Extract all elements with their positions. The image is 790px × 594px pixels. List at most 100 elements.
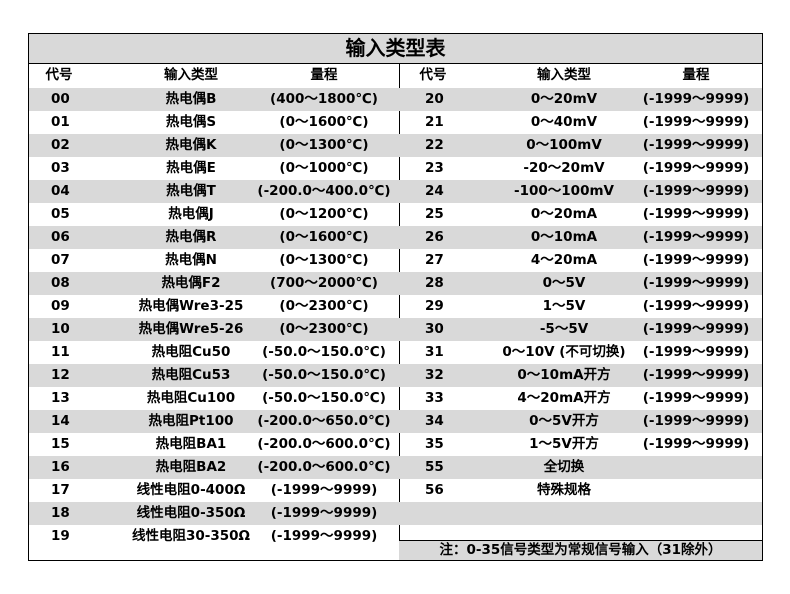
- row-code: 18: [51, 505, 70, 521]
- row-type: 0～10mA: [530, 229, 598, 245]
- row-code: 10: [51, 321, 70, 337]
- row-code: 21: [425, 114, 444, 130]
- table-row: 31 0～10V (不可切换) (-1999～9999): [399, 341, 762, 364]
- row-range: (-1999～9999): [642, 229, 750, 245]
- row-range: (-1999～9999): [642, 91, 750, 107]
- row-type: 全切换: [543, 459, 585, 475]
- table-row: 18 线性电阻0-350Ω (-1999～9999): [29, 502, 399, 525]
- table-row: 07 热电偶N (0～1300℃): [29, 249, 399, 272]
- header-type: 输入类型: [537, 67, 591, 83]
- row-range: (0～1600℃): [279, 114, 369, 130]
- row-type: 热电阻Cu50: [151, 344, 231, 360]
- row-range: (0～2300℃): [279, 321, 369, 337]
- table-row: 35 1～5V开方 (-1999～9999): [399, 433, 762, 456]
- table-row: 14 热电阻Pt100 (-200.0～650.0℃): [29, 410, 399, 433]
- row-type: 热电阻Pt100: [148, 413, 234, 429]
- table-row: 09 热电偶Wre3-25 (0～2300℃): [29, 295, 399, 318]
- row-type: 热电阻BA2: [155, 459, 227, 475]
- table-title: 输入类型表: [29, 34, 762, 64]
- row-code: 07: [51, 252, 70, 268]
- row-range: (0～1300℃): [279, 252, 369, 268]
- row-code: 20: [425, 91, 444, 107]
- table-row: 16 热电阻BA2 (-200.0～600.0℃): [29, 456, 399, 479]
- row-type: -100～100mV: [514, 183, 614, 199]
- row-code: 19: [51, 528, 70, 544]
- row-code: 22: [425, 137, 444, 153]
- row-type: 线性电阻0-350Ω: [136, 505, 246, 521]
- table-row: 03 热电偶E (0～1000℃): [29, 157, 399, 180]
- table-row: [399, 502, 762, 525]
- header-range: 量程: [682, 67, 710, 83]
- row-code: 28: [425, 275, 444, 291]
- row-type: 0～20mV: [530, 91, 598, 107]
- row-type: 4～20mA开方: [517, 390, 611, 406]
- table-row: 55 全切换: [399, 456, 762, 479]
- row-type: 0～100mV: [526, 137, 602, 153]
- row-code: 25: [425, 206, 444, 222]
- row-code: 32: [425, 367, 444, 383]
- table-row: 17 线性电阻0-400Ω (-1999～9999): [29, 479, 399, 502]
- row-range: (-1999～9999): [642, 252, 750, 268]
- row-code: 00: [51, 91, 70, 107]
- row-code: 31: [425, 344, 444, 360]
- row-code: 15: [51, 436, 70, 452]
- row-type: 热电阻BA1: [155, 436, 227, 452]
- row-code: 04: [51, 183, 70, 199]
- row-range: (-1999～9999): [642, 436, 750, 452]
- left-half: 代号 输入类型 量程 00 热电偶B (400～1800℃) 01 热电偶S (0～1600℃)…: [29, 63, 400, 560]
- row-range: (0～1600℃): [279, 229, 369, 245]
- table-row: 27 4～20mA (-1999～9999): [399, 249, 762, 272]
- row-code: 11: [51, 344, 70, 360]
- row-range: (-1999～9999): [642, 390, 750, 406]
- table-row: 00 热电偶B (400～1800℃): [29, 88, 399, 111]
- row-range: (-50.0～150.0℃): [262, 344, 386, 360]
- row-range: (-1999～9999): [642, 206, 750, 222]
- table-row: 25 0～20mA (-1999～9999): [399, 203, 762, 226]
- row-code: 27: [425, 252, 444, 268]
- row-type: 热电偶Wre3-25: [138, 298, 244, 314]
- row-code: 29: [425, 298, 444, 314]
- row-range: (-1999～9999): [270, 482, 378, 498]
- row-type: 1～5V开方: [529, 436, 599, 452]
- table-row: 21 0～40mV (-1999～9999): [399, 111, 762, 134]
- row-type: -5～5V: [539, 321, 589, 337]
- table-row: 01 热电偶S (0～1600℃): [29, 111, 399, 134]
- row-range: (-1999～9999): [642, 367, 750, 383]
- row-range: (700～2000℃): [270, 275, 378, 291]
- header-row: 代号 输入类型 量程: [399, 63, 762, 88]
- row-code: 03: [51, 160, 70, 176]
- table-row: 10 热电偶Wre5-26 (0～2300℃): [29, 318, 399, 341]
- row-type: 1～5V: [542, 298, 586, 314]
- row-range: (-200.0～600.0℃): [257, 459, 391, 475]
- table-row: 24 -100～100mV (-1999～9999): [399, 180, 762, 203]
- table-row: 06 热电偶R (0～1600℃): [29, 226, 399, 249]
- row-range: (-1999～9999): [642, 298, 750, 314]
- row-type: 0～5V开方: [529, 413, 599, 429]
- input-type-table: 输入类型表 代号 输入类型 量程 00 热电偶B (400～1800℃) 01 热电偶S (0～…: [28, 33, 763, 561]
- table-row: 08 热电偶F2 (700～2000℃): [29, 272, 399, 295]
- row-type: 0～40mV: [530, 114, 598, 130]
- row-type: 热电阻Cu53: [151, 367, 231, 383]
- row-code: 14: [51, 413, 70, 429]
- table-row: 30 -5～5V (-1999～9999): [399, 318, 762, 341]
- row-range: (-1999～9999): [642, 137, 750, 153]
- header-type: 输入类型: [164, 67, 218, 83]
- row-type: 4～20mA: [530, 252, 598, 268]
- row-type: 特殊规格: [537, 482, 591, 498]
- row-code: 24: [425, 183, 444, 199]
- table-row: 22 0～100mV (-1999～9999): [399, 134, 762, 157]
- table-row: 34 0～5V开方 (-1999～9999): [399, 410, 762, 433]
- row-range: (-50.0～150.0℃): [262, 367, 386, 383]
- table-row: 23 -20～20mV (-1999～9999): [399, 157, 762, 180]
- row-type: 0～10mA开方: [517, 367, 611, 383]
- row-type: 热电偶E: [166, 160, 216, 176]
- row-code: 13: [51, 390, 70, 406]
- table-row: 04 热电偶T (-200.0～400.0℃): [29, 180, 399, 203]
- row-range: (-1999～9999): [642, 160, 750, 176]
- row-type: 热电阻Cu100: [146, 390, 236, 406]
- row-code: 34: [425, 413, 444, 429]
- row-type: 0～20mA: [530, 206, 598, 222]
- table-row: 19 线性电阻30-350Ω (-1999～9999): [29, 525, 399, 548]
- table-row: 56 特殊规格: [399, 479, 762, 502]
- header-code: 代号: [419, 67, 447, 83]
